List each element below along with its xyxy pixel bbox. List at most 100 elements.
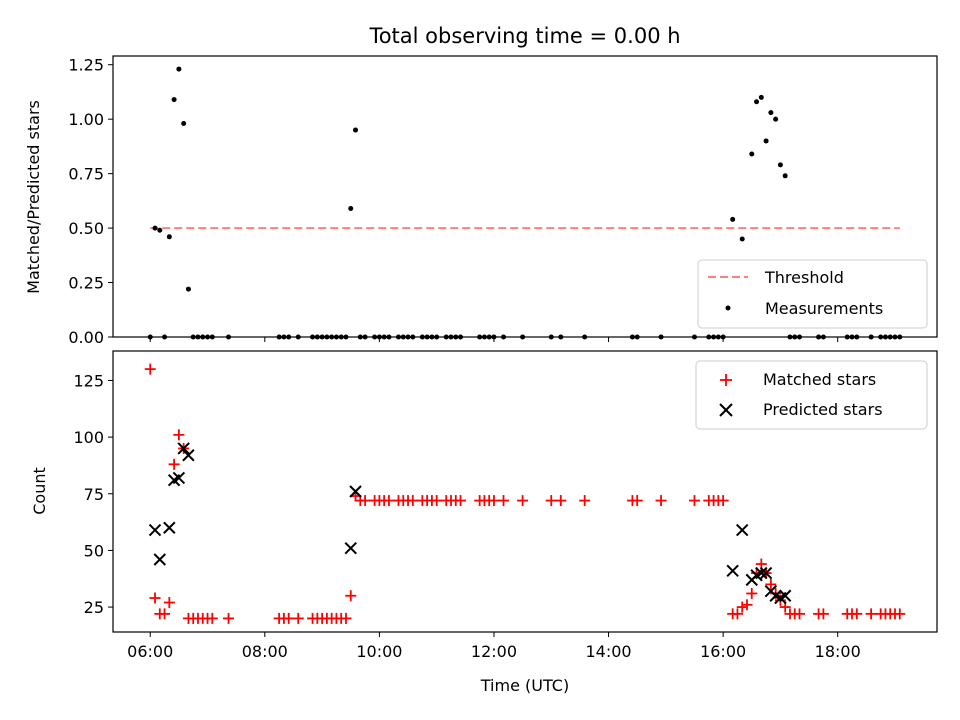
matched-star-point — [206, 612, 218, 624]
top-legend: Threshold Measurements — [697, 259, 928, 329]
top-y-tick-label: 0.50 — [68, 219, 104, 238]
matched-star-point — [159, 608, 171, 620]
matched-star-point — [865, 608, 877, 620]
measurement-point — [763, 138, 769, 144]
measurement-point — [777, 162, 783, 168]
x-tick-label: 06:00 — [127, 642, 173, 661]
matched-star-point — [431, 495, 443, 507]
matched-star-point — [149, 592, 161, 604]
matched-star-point — [817, 608, 829, 620]
bottom-legend: Matched stars Predicted stars — [695, 360, 928, 430]
predicted-star-point — [177, 442, 190, 455]
matched-star-point — [579, 495, 591, 507]
top-y-axis-label: Matched/Predicted stars — [24, 100, 43, 294]
measurement-point — [166, 234, 172, 240]
x-tick-label: 18:00 — [815, 642, 861, 661]
predicted-star-point — [349, 485, 362, 498]
matched-star-point — [283, 612, 295, 624]
matched-legend-label: Matched stars — [763, 370, 876, 389]
top-y-tick-label: 0.25 — [68, 274, 104, 293]
bottom-legend-box — [695, 360, 928, 430]
matched-star-point — [631, 495, 643, 507]
predicted-star-point — [755, 566, 768, 580]
matched-star-point — [498, 495, 510, 507]
matched-star-point — [407, 495, 419, 507]
matched-star-point — [517, 495, 529, 507]
x-tick-label: 10:00 — [356, 642, 402, 661]
predicted-star-point — [344, 541, 357, 555]
measurement-point — [181, 121, 187, 127]
bottom-y-tick-label: 25 — [84, 598, 104, 617]
matched-star-point — [851, 608, 863, 620]
measurement-point — [730, 216, 736, 222]
matched-star-point — [688, 495, 700, 507]
matched-star-point — [731, 608, 743, 620]
predicted-star-point — [759, 566, 773, 580]
predicted-star-point — [726, 564, 739, 578]
x-tick-label: 16:00 — [700, 642, 746, 661]
measurement-point — [782, 173, 788, 179]
matched-star-point — [746, 587, 758, 599]
x-tick-label: 14:00 — [585, 642, 631, 661]
predicted-star-point — [172, 471, 186, 485]
predicted-star-point — [182, 449, 195, 462]
predicted-legend-swatch — [719, 403, 733, 417]
matched-star-point — [765, 578, 777, 590]
matched-star-point — [223, 612, 235, 624]
matched-star-point — [894, 608, 906, 620]
bottom-y-tick-label: 100 — [73, 428, 104, 447]
measurement-point — [171, 97, 177, 103]
top-axes: 0.00 0.25 0.50 0.75 1.00 1.25 — [68, 55, 938, 347]
x-tick-label: 08:00 — [242, 642, 288, 661]
bottom-panel: 25 50 75 100 125 06:00 08:00 10:00 12:00 14:00 16:… — [30, 350, 938, 695]
measurement-point — [152, 225, 158, 231]
matched-star-point — [455, 495, 467, 507]
measurement-point — [176, 66, 182, 72]
predicted-star-point — [163, 521, 176, 534]
matched-star-point — [383, 495, 395, 507]
measurement-point — [348, 205, 354, 211]
matched-star-point — [345, 590, 357, 602]
matched-star-point — [717, 495, 729, 507]
predicted-star-point — [148, 523, 162, 537]
measurement-point — [754, 99, 760, 105]
bottom-y-axis-label: Count — [30, 467, 49, 515]
predicted-star-point — [778, 589, 792, 602]
bottom-y-tick-label: 75 — [84, 485, 104, 504]
chart-title: Total observing time = 0.00 h — [368, 24, 680, 48]
matched-star-point — [340, 612, 352, 624]
matched-legend-swatch — [720, 374, 732, 386]
threshold-legend-label: Threshold — [764, 268, 844, 287]
top-y-tick-label: 1.00 — [68, 110, 104, 129]
predicted-star-point — [153, 553, 166, 566]
matched-star-point — [163, 597, 175, 609]
measurements-legend-label: Measurements — [765, 299, 883, 318]
matched-star-point — [545, 495, 557, 507]
matched-star-point — [488, 495, 500, 507]
matched-star-point — [144, 363, 156, 375]
measurement-point — [749, 151, 755, 157]
bottom-plot-marks — [144, 363, 906, 624]
matched-star-point — [359, 495, 371, 507]
top-legend-box — [697, 259, 928, 329]
measurement-point — [768, 110, 774, 116]
bottom-plot-frame — [112, 350, 938, 633]
matched-star-point — [292, 612, 304, 624]
measurement-point — [773, 116, 779, 122]
top-plot-frame — [112, 55, 938, 338]
matched-star-point — [173, 429, 185, 441]
measurement-point — [758, 94, 764, 100]
x-axis-label: Time (UTC) — [480, 676, 569, 695]
bottom-y-tick-label: 50 — [84, 541, 104, 560]
matched-star-point — [168, 458, 180, 470]
top-y-tick-label: 0.00 — [68, 328, 104, 347]
matched-star-point — [555, 495, 567, 507]
measurement-point — [185, 286, 191, 292]
measurement-point — [353, 127, 359, 133]
measurement-point — [739, 236, 745, 242]
predicted-star-point — [736, 523, 749, 537]
bottom-axes: 25 50 75 100 125 06:00 08:00 10:00 12:00 14:00 16:… — [73, 350, 938, 661]
top-panel: 0.00 0.25 0.50 0.75 1.00 1.25 Matched/Predict… — [24, 55, 938, 347]
x-tick-label: 12:00 — [471, 642, 517, 661]
